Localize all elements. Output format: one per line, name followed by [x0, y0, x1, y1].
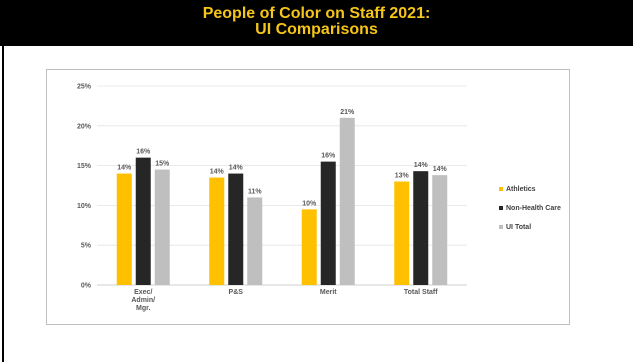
bar	[301, 209, 317, 285]
bar	[413, 171, 429, 285]
y-tick-label: 0%	[81, 283, 92, 290]
y-tick-label: 15%	[77, 163, 92, 170]
legend-swatch	[499, 206, 503, 210]
legend-layer: Athletics Non-Health Care UI Total	[499, 186, 561, 231]
y-tick-label: 20%	[77, 123, 92, 130]
data-label: 14%	[229, 165, 244, 172]
category-label: Total Staff	[404, 289, 438, 296]
category-label: Merit	[320, 289, 337, 296]
data-label: 11%	[248, 188, 262, 195]
label-layer: 14% 16% 15% Exec/Admin/Mgr. 14% 14% 11% P&S 10% 1…	[117, 109, 447, 312]
data-label: 13%	[395, 173, 410, 180]
y-tick-label: 25%	[77, 84, 92, 91]
bar	[116, 173, 132, 285]
bar	[247, 197, 263, 285]
bar-layer	[116, 117, 448, 285]
y-tick-label: 10%	[77, 203, 92, 210]
slide-header: People of Color on Staff 2021: UI Compar…	[0, 0, 633, 46]
chart-frame: 0% 5% 10% 15% 20% 25% 14% 16% 15% Exec/Admin/Mgr…	[46, 69, 570, 325]
legend-label: Athletics	[506, 186, 536, 193]
data-label: 14%	[117, 165, 132, 172]
legend-swatch	[499, 187, 503, 191]
data-label: 16%	[321, 153, 336, 160]
data-label: 15%	[155, 161, 170, 168]
bar	[154, 169, 170, 285]
bar	[432, 175, 448, 285]
left-border-rule	[2, 46, 4, 362]
data-label: 16%	[136, 149, 151, 156]
bar	[339, 117, 355, 285]
data-label: 21%	[340, 109, 355, 116]
data-label: 14%	[433, 166, 448, 173]
bar	[209, 177, 225, 285]
bar	[394, 181, 410, 285]
bar	[135, 157, 151, 285]
data-label: 14%	[414, 162, 429, 169]
legend-label: UI Total	[506, 224, 531, 231]
category-label: Admin/	[131, 297, 155, 304]
bar-chart: 0% 5% 10% 15% 20% 25% 14% 16% 15% Exec/Admin/Mgr…	[77, 84, 561, 313]
data-label: 10%	[302, 200, 317, 207]
data-label: 14%	[210, 169, 225, 176]
category-label: Mgr.	[136, 305, 150, 312]
y-tick-label: 5%	[81, 243, 92, 250]
category-label: P&S	[229, 289, 244, 296]
slide-title-line-2: UI Comparisons	[255, 21, 378, 38]
slide-title-line-1: People of Color on Staff 2021:	[202, 5, 431, 22]
legend-label: Non-Health Care	[506, 205, 561, 212]
bar	[320, 161, 336, 285]
legend-swatch	[499, 225, 503, 229]
bar	[228, 173, 244, 285]
category-label: Exec/	[134, 289, 152, 296]
